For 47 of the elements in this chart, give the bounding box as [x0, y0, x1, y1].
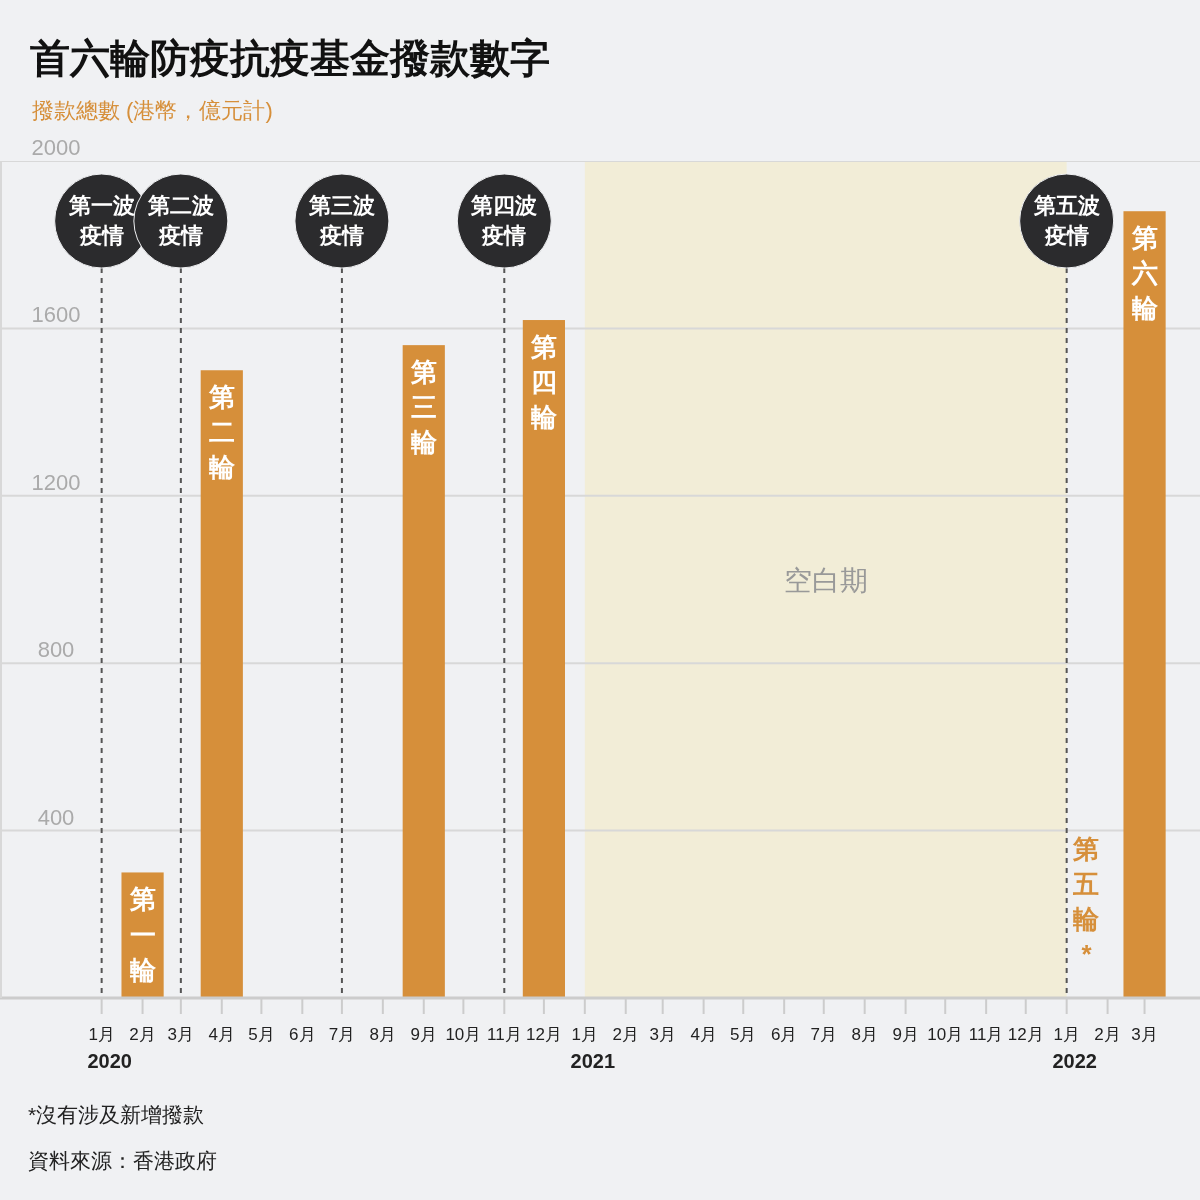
ref-line-label: 第一波疫情	[67, 193, 135, 248]
x-tick-label: 4月	[208, 1025, 236, 1044]
x-tick-label: 7月	[328, 1025, 356, 1044]
x-tick-label: 3月	[649, 1025, 676, 1044]
x-tick-label: 10月	[927, 1025, 964, 1044]
ref-line-label: 第四波疫情	[470, 193, 538, 248]
ref-line-label: 第三波疫情	[307, 193, 375, 248]
y-axis-title: 撥款總數 (港幣，億元計)	[32, 98, 273, 123]
data-label: 第三輪	[409, 357, 438, 458]
y-tick-label: 1600	[31, 302, 81, 328]
x-tick-label: 3月	[1131, 1025, 1158, 1044]
source-note: 資料來源：香港政府	[28, 1149, 217, 1172]
data-label: 第六輪	[1130, 223, 1159, 324]
y-tick-label: 400	[37, 804, 75, 830]
x-tick-label: 4月	[690, 1025, 717, 1044]
x-tick-label: 2月	[1094, 1025, 1121, 1044]
x-tick-label: 11月	[486, 1025, 522, 1044]
text: *沒有涉及新增撥款	[28, 1103, 205, 1126]
ref-label: 第五波疫情	[1019, 173, 1115, 269]
x-tick-label: 6月	[289, 1025, 316, 1044]
data-label: 第四輪	[529, 332, 558, 433]
x-tick-label: 10月	[445, 1025, 482, 1044]
ref-label: 第二波疫情	[133, 173, 229, 269]
x-tick-label: 8月	[369, 1025, 397, 1044]
data-label: 第五輪*	[1072, 834, 1101, 970]
data-label: 第二輪	[207, 382, 236, 483]
data-label: 第一輪	[128, 884, 157, 985]
x-tick-label: 12月	[1007, 1025, 1044, 1044]
x-tick-label: 3月	[167, 1025, 195, 1044]
x-tick-label: 9月	[892, 1025, 919, 1044]
y-tick-label: 2000	[31, 135, 81, 160]
x-tick-label: 2月	[129, 1025, 156, 1044]
ref-line-label: 第五波疫情	[1032, 193, 1100, 248]
x-tick-label: 5月	[248, 1025, 275, 1044]
x-tick-label: 11月	[968, 1025, 1004, 1044]
chart-title: 首六輪防疫抗疫基金撥款數字	[30, 36, 550, 80]
x-tick-label: 8月	[851, 1025, 878, 1044]
band-label: 空白期	[783, 564, 868, 596]
x-tick-label: 12月	[525, 1025, 562, 1044]
x-tick-label: 9月	[410, 1025, 437, 1044]
ref-label: 第四波疫情	[456, 173, 552, 269]
ref-label: 第三波疫情	[294, 173, 390, 269]
y-tick-label: 1200	[31, 469, 81, 495]
x-tick-label: 5月	[730, 1025, 757, 1044]
y-tick-label: 800	[37, 637, 75, 663]
x-tick-label: 7月	[810, 1025, 837, 1044]
x-tick-label: 6月	[770, 1025, 798, 1044]
